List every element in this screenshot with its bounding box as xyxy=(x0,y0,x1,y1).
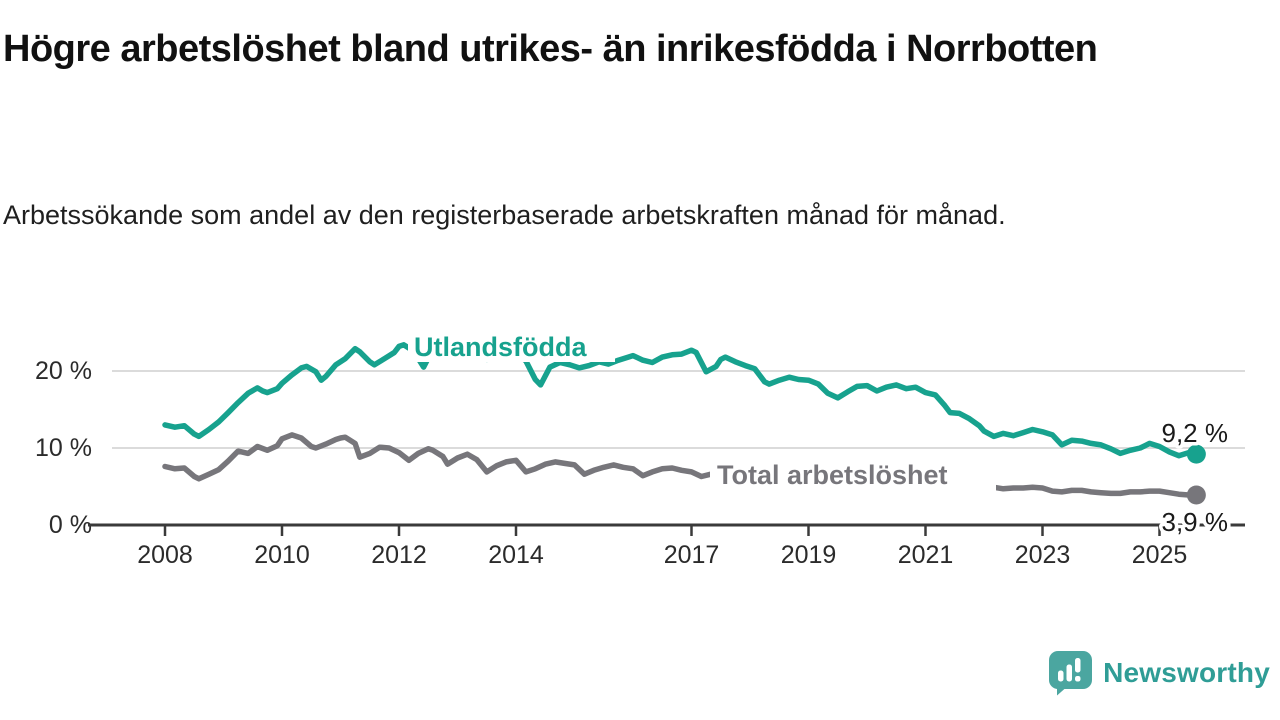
y-tick-label-20: 20 % xyxy=(35,357,92,385)
series-label-backdrop-utlandsfodda xyxy=(408,333,615,362)
logo-bar-small xyxy=(1058,670,1064,682)
series-label-total: Total arbetslöshet xyxy=(717,460,948,490)
chart-title: Högre arbetslöshet bland utrikes- än inr… xyxy=(3,28,1098,70)
series-label-utlandsfodda: Utlandsfödda xyxy=(414,332,587,362)
end-value-label-utlandsfodda: 9,2 % xyxy=(1162,418,1229,448)
series-line-total xyxy=(162,432,1200,498)
x-tick-label-2008: 2008 xyxy=(137,541,193,569)
newsworthy-logo-icon xyxy=(1049,651,1093,696)
series-label-backdrop-total xyxy=(710,458,996,491)
x-tick-label-2014: 2014 xyxy=(488,541,544,569)
series-line-utlandsfodda xyxy=(162,342,1200,459)
x-tick-label-2021: 2021 xyxy=(898,541,954,569)
end-dot-utlandsfodda xyxy=(1186,444,1206,464)
x-tick-label-2017: 2017 xyxy=(664,541,720,569)
end-value-label-total: 3,9 % xyxy=(1162,507,1229,537)
newsworthy-brand: Newsworthy xyxy=(1047,649,1270,696)
chart-subtitle: Arbetssökande som andel av den registerb… xyxy=(3,200,1006,230)
x-tick-label-2025: 2025 xyxy=(1132,541,1188,569)
x-tick-label-2010: 2010 xyxy=(254,541,310,569)
logo-bar-tall xyxy=(1066,664,1073,682)
logo-exclamation-bar xyxy=(1075,658,1081,673)
logo-exclamation-dot xyxy=(1075,676,1081,682)
x-tick-label-2023: 2023 xyxy=(1015,541,1071,569)
x-tick-label-2019: 2019 xyxy=(781,541,837,569)
y-tick-label-10: 10 % xyxy=(35,434,92,462)
x-tick-label-2012: 2012 xyxy=(371,541,427,569)
newsworthy-logo-text: Newsworthy xyxy=(1103,656,1270,688)
y-tick-label-0: 0 % xyxy=(49,511,92,539)
end-dot-total xyxy=(1186,485,1206,505)
logo-bubble-tail xyxy=(1057,685,1070,696)
